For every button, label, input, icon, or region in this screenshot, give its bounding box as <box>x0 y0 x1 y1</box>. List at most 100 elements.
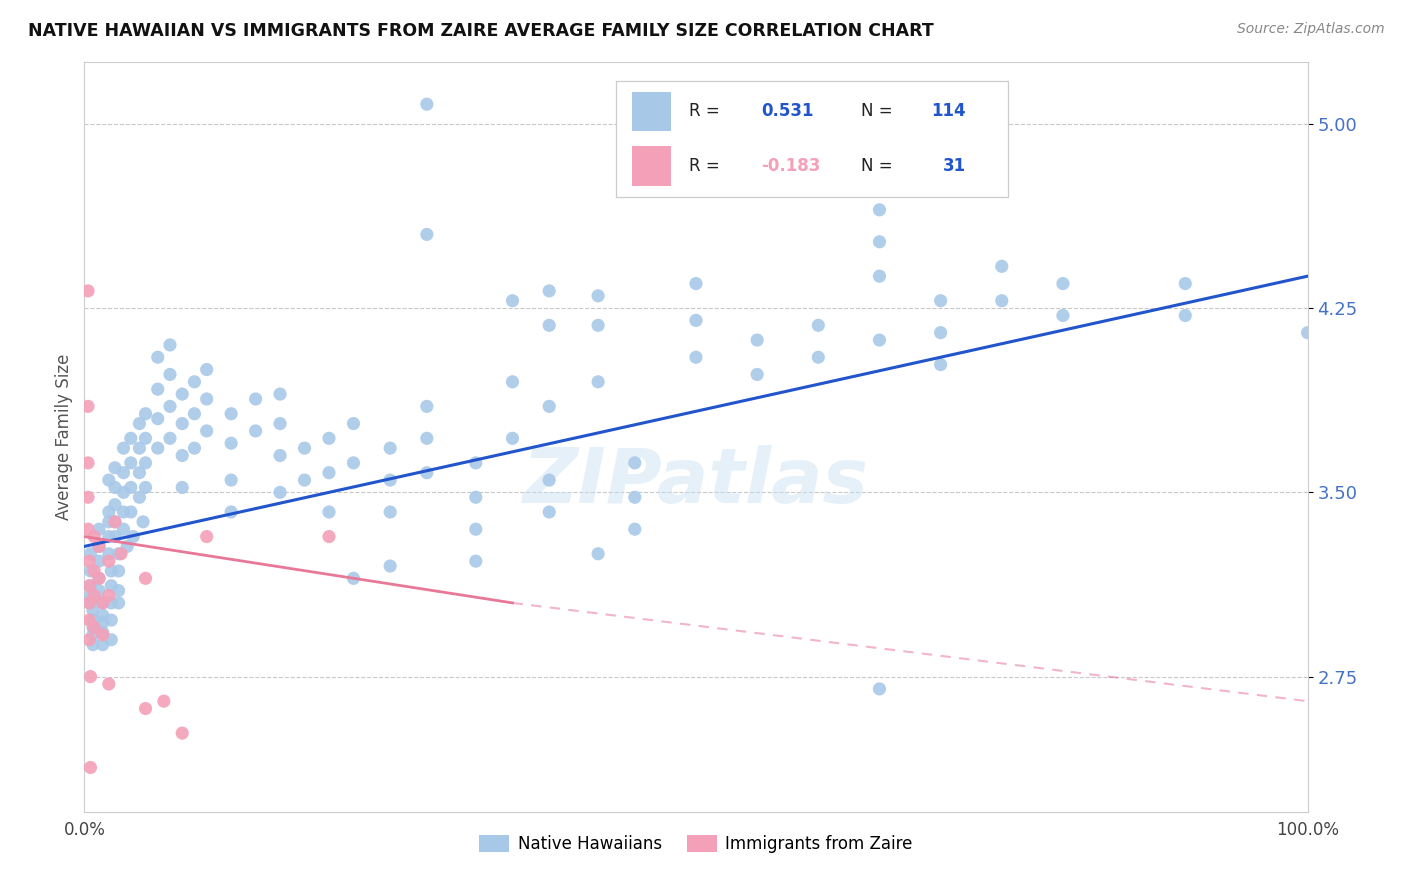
Point <box>77 613 100 627</box>
Point <box>416 400 439 414</box>
Point <box>87 583 110 598</box>
Point <box>100 596 122 610</box>
Point <box>120 505 142 519</box>
Text: ZIPatlas: ZIPatlas <box>523 445 869 519</box>
Point <box>416 97 439 112</box>
Point <box>87 540 110 554</box>
Point <box>1174 277 1197 291</box>
Point <box>159 338 181 352</box>
Point <box>87 522 110 536</box>
Point <box>586 375 609 389</box>
Point <box>97 589 120 603</box>
Point <box>146 441 169 455</box>
Point <box>195 530 218 544</box>
Point <box>624 490 647 504</box>
Point <box>135 456 157 470</box>
Point <box>183 441 205 455</box>
Point <box>586 547 609 561</box>
Point <box>195 424 218 438</box>
Point <box>79 589 101 603</box>
Point <box>929 293 952 308</box>
Legend: Native Hawaiians, Immigrants from Zaire: Native Hawaiians, Immigrants from Zaire <box>472 828 920 860</box>
Point <box>159 431 181 445</box>
Point <box>97 554 120 568</box>
Point <box>538 473 561 487</box>
Point <box>153 694 176 708</box>
Point <box>269 485 291 500</box>
Point <box>77 400 100 414</box>
Point <box>195 362 218 376</box>
Point <box>172 417 194 431</box>
Point <box>97 473 120 487</box>
Point <box>219 436 242 450</box>
Point <box>869 681 891 696</box>
Point <box>869 235 891 249</box>
Point <box>269 417 291 431</box>
Point <box>91 615 114 630</box>
Point <box>464 522 486 536</box>
Point <box>318 431 340 445</box>
Point <box>82 638 104 652</box>
Point <box>219 505 242 519</box>
Point <box>77 579 100 593</box>
Point <box>104 498 127 512</box>
Point <box>380 473 402 487</box>
Point <box>929 326 952 340</box>
Point <box>159 400 181 414</box>
Point <box>135 407 157 421</box>
Point <box>82 603 104 617</box>
Point <box>869 333 891 347</box>
Point <box>342 571 364 585</box>
Point <box>91 608 114 623</box>
Point <box>1174 309 1197 323</box>
Point <box>79 760 101 774</box>
Point <box>342 417 364 431</box>
Point <box>110 547 132 561</box>
Point <box>115 540 138 554</box>
Point <box>120 480 142 494</box>
Point <box>120 456 142 470</box>
Point <box>112 441 135 455</box>
Point <box>380 441 402 455</box>
Point <box>294 441 316 455</box>
Point <box>135 701 157 715</box>
Point <box>380 559 402 574</box>
Point <box>82 620 104 634</box>
Point <box>104 515 127 529</box>
Point <box>342 456 364 470</box>
Point <box>502 431 524 445</box>
Point <box>146 382 169 396</box>
Point <box>747 368 769 382</box>
Point <box>624 456 647 470</box>
Point <box>380 505 402 519</box>
Point <box>135 480 157 494</box>
Point <box>79 564 101 578</box>
Point <box>1296 326 1319 340</box>
Point <box>159 368 181 382</box>
Point <box>502 293 524 308</box>
Point <box>172 480 194 494</box>
Point <box>807 350 830 364</box>
Point <box>97 505 120 519</box>
Point <box>79 579 101 593</box>
Point <box>146 411 169 425</box>
Point <box>107 596 129 610</box>
Point <box>135 431 157 445</box>
Point <box>122 530 145 544</box>
Point <box>538 505 561 519</box>
Point <box>219 407 242 421</box>
Point <box>128 490 150 504</box>
Point <box>1052 309 1074 323</box>
Point <box>112 505 135 519</box>
Point <box>1052 277 1074 291</box>
Point <box>100 579 122 593</box>
Point <box>219 473 242 487</box>
Point <box>128 417 150 431</box>
Point <box>132 515 155 529</box>
Point <box>747 333 769 347</box>
Point <box>416 227 439 242</box>
Point <box>172 726 194 740</box>
Point <box>77 522 100 536</box>
Point <box>77 490 100 504</box>
Point <box>77 456 100 470</box>
